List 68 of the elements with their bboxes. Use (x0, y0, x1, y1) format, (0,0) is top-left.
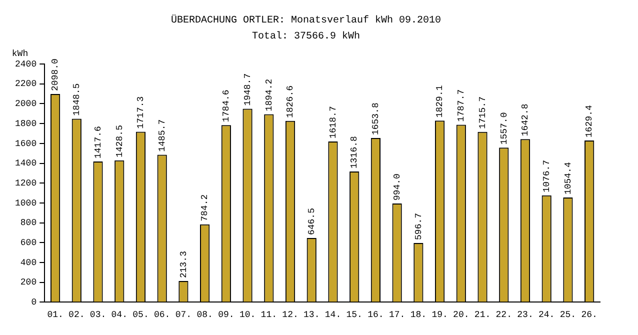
data-label: 1653.8 (371, 102, 382, 136)
y-tick-label: 400 (20, 258, 37, 268)
y-tick-label: 800 (20, 218, 37, 228)
x-tick-label: 07. (175, 310, 192, 320)
x-tick-label: 24. (538, 310, 555, 320)
y-tick-label: 600 (20, 238, 37, 248)
x-tick-label: 02. (68, 310, 85, 320)
data-label: 1316.8 (350, 136, 360, 169)
data-label: 596.7 (414, 212, 424, 240)
chart-subtitle: Total: 37566.9 kWh (252, 30, 360, 43)
data-label: 1826.6 (286, 86, 296, 118)
y-tick-label: 2000 (14, 99, 37, 110)
y-tick-label: 1200 (14, 178, 37, 188)
x-tick-label: 09. (218, 310, 234, 320)
data-label: 1642.8 (520, 104, 531, 136)
x-tick-label: 01. (47, 310, 64, 320)
data-label: 1894.2 (264, 78, 274, 112)
x-tick-label: 22. (496, 310, 512, 320)
data-label: 1428.5 (114, 125, 125, 158)
x-tick-label: 06. (154, 310, 170, 320)
y-tick-label: 200 (20, 278, 37, 288)
chart-title: ÜBERDACHUNG ORTLER: Monatsverlauf kWh 09.2010 (170, 14, 442, 27)
y-axis-title: kWh (12, 48, 28, 59)
x-tick-label: 25. (560, 310, 576, 320)
data-label: 1784.6 (222, 90, 232, 122)
data-label: 213.3 (178, 251, 189, 278)
x-tick-label: 17. (388, 310, 406, 320)
x-tick-label: 19. (432, 310, 448, 320)
x-tick-label: 03. (90, 310, 106, 320)
x-tick-label: 26. (581, 310, 598, 320)
x-tick-label: 16. (368, 310, 384, 320)
x-tick-label: 04. (111, 310, 128, 320)
x-tick-label: 05. (132, 310, 149, 320)
y-tick-label: 2400 (14, 59, 37, 70)
y-tick-label: 0 (31, 298, 37, 308)
x-tick-label: 10. (239, 310, 256, 320)
data-label: 784.2 (200, 194, 210, 222)
x-tick-label: 13. (304, 310, 320, 320)
y-tick-label: 1400 (14, 158, 37, 169)
data-label: 2098.0 (50, 58, 61, 91)
x-tick-label: 15. (346, 310, 362, 320)
data-label: 1717.3 (136, 96, 146, 129)
data-label: 646.5 (307, 208, 318, 236)
data-label: 1629.4 (584, 105, 595, 138)
y-tick-label: 1800 (14, 118, 37, 129)
x-tick-label: 18. (410, 310, 427, 320)
data-label: 1054.4 (563, 162, 574, 195)
x-tick-label: 23. (517, 310, 534, 320)
data-label: 1557.0 (499, 112, 510, 145)
data-label: 1787.7 (456, 89, 467, 122)
y-tick-label: 2200 (14, 79, 37, 90)
data-label: 1618.7 (328, 106, 338, 139)
data-label: 1485.7 (157, 119, 168, 152)
data-label: 1417.6 (93, 126, 104, 159)
data-label: 1076.7 (542, 160, 552, 192)
x-tick-label: 21. (474, 310, 491, 320)
data-label: 1715.7 (478, 96, 488, 129)
y-tick-label: 1600 (14, 138, 37, 149)
data-label: 1848.5 (72, 83, 82, 116)
y-tick-label: 1000 (14, 198, 37, 208)
x-tick-label: 14. (324, 310, 342, 320)
x-tick-label: 12. (282, 310, 298, 320)
data-label: 1948.7 (242, 73, 253, 106)
data-label: 994.0 (392, 174, 402, 201)
x-tick-label: 11. (260, 310, 277, 320)
data-label: 1829.1 (435, 85, 446, 118)
x-tick-label: 08. (196, 310, 213, 320)
x-tick-label: 20. (453, 310, 470, 320)
